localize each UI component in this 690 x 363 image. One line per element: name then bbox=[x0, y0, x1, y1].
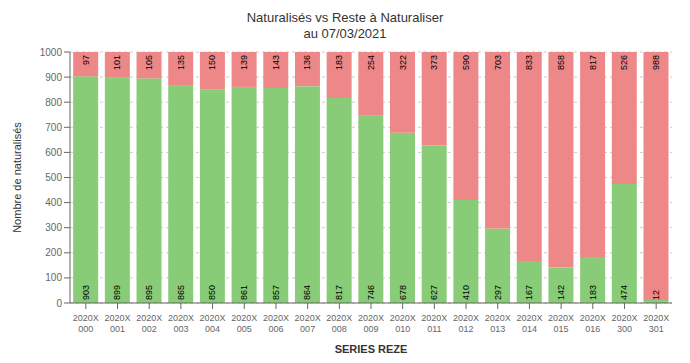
svg-text:183: 183 bbox=[334, 55, 344, 70]
svg-text:899: 899 bbox=[112, 285, 122, 300]
svg-text:700: 700 bbox=[45, 122, 62, 133]
svg-text:2020X000: 2020X000 bbox=[73, 313, 99, 334]
svg-text:2020X008: 2020X008 bbox=[326, 313, 352, 334]
svg-text:817: 817 bbox=[588, 55, 598, 70]
svg-text:2020X014: 2020X014 bbox=[516, 313, 542, 334]
svg-text:200: 200 bbox=[45, 247, 62, 258]
svg-text:2020X011: 2020X011 bbox=[421, 313, 447, 334]
svg-text:800: 800 bbox=[45, 97, 62, 108]
svg-text:139: 139 bbox=[239, 55, 249, 70]
svg-text:410: 410 bbox=[461, 285, 471, 300]
svg-text:900: 900 bbox=[45, 72, 62, 83]
svg-text:703: 703 bbox=[493, 55, 503, 70]
svg-text:2020X300: 2020X300 bbox=[611, 313, 637, 334]
svg-text:2020X007: 2020X007 bbox=[295, 313, 321, 334]
svg-text:143: 143 bbox=[271, 55, 281, 70]
svg-text:861: 861 bbox=[239, 285, 249, 300]
html-text:au 07/03/2021: au 07/03/2021 bbox=[303, 26, 387, 41]
svg-text:254: 254 bbox=[366, 55, 376, 70]
svg-text:850: 850 bbox=[207, 285, 217, 300]
svg-text:864: 864 bbox=[302, 285, 312, 300]
svg-text:903: 903 bbox=[81, 285, 91, 300]
svg-text:167: 167 bbox=[524, 285, 534, 300]
svg-text:142: 142 bbox=[556, 285, 566, 300]
svg-text:105: 105 bbox=[144, 55, 154, 70]
svg-text:474: 474 bbox=[619, 285, 629, 300]
svg-text:2020X006: 2020X006 bbox=[263, 313, 289, 334]
svg-text:SERIES REZE: SERIES REZE bbox=[335, 343, 408, 355]
svg-text:526: 526 bbox=[619, 55, 629, 70]
svg-text:101: 101 bbox=[112, 55, 122, 70]
svg-text:988: 988 bbox=[651, 55, 661, 70]
svg-text:Nombre de naturalisés: Nombre de naturalisés bbox=[11, 122, 23, 233]
svg-text:97: 97 bbox=[81, 55, 91, 65]
svg-text:2020X010: 2020X010 bbox=[390, 313, 416, 334]
svg-text:895: 895 bbox=[144, 285, 154, 300]
svg-text:400: 400 bbox=[45, 197, 62, 208]
svg-text:2020X005: 2020X005 bbox=[231, 313, 257, 334]
svg-text:136: 136 bbox=[302, 55, 312, 70]
svg-text:0: 0 bbox=[56, 298, 62, 309]
svg-text:2020X002: 2020X002 bbox=[136, 313, 162, 334]
svg-text:817: 817 bbox=[334, 285, 344, 300]
svg-text:857: 857 bbox=[271, 285, 281, 300]
svg-text:2020X301: 2020X301 bbox=[643, 313, 669, 334]
svg-text:2020X004: 2020X004 bbox=[200, 313, 226, 334]
svg-text:12: 12 bbox=[651, 290, 661, 300]
svg-text:1000: 1000 bbox=[40, 47, 63, 58]
svg-text:300: 300 bbox=[45, 222, 62, 233]
svg-text:500: 500 bbox=[45, 172, 62, 183]
svg-text:2020X009: 2020X009 bbox=[358, 313, 384, 334]
svg-text:833: 833 bbox=[524, 55, 534, 70]
svg-text:100: 100 bbox=[45, 272, 62, 283]
svg-text:600: 600 bbox=[45, 147, 62, 158]
svg-text:678: 678 bbox=[398, 285, 408, 300]
svg-text:183: 183 bbox=[588, 285, 598, 300]
svg-text:2020X012: 2020X012 bbox=[453, 313, 479, 334]
svg-text:2020X001: 2020X001 bbox=[105, 313, 131, 334]
svg-text:746: 746 bbox=[366, 285, 376, 300]
svg-text:627: 627 bbox=[429, 285, 439, 300]
svg-text:322: 322 bbox=[398, 55, 408, 70]
svg-text:865: 865 bbox=[176, 285, 186, 300]
svg-text:135: 135 bbox=[176, 55, 186, 70]
svg-text:2020X013: 2020X013 bbox=[485, 313, 511, 334]
svg-text:150: 150 bbox=[207, 55, 217, 70]
html-text:Naturalisés vs Reste à Natural: Naturalisés vs Reste à Naturaliser bbox=[246, 10, 444, 25]
svg-text:373: 373 bbox=[429, 55, 439, 70]
svg-text:297: 297 bbox=[493, 285, 503, 300]
svg-text:858: 858 bbox=[556, 55, 566, 70]
svg-text:590: 590 bbox=[461, 55, 471, 70]
svg-text:2020X015: 2020X015 bbox=[548, 313, 574, 334]
svg-text:2020X003: 2020X003 bbox=[168, 313, 194, 334]
svg-text:2020X016: 2020X016 bbox=[580, 313, 606, 334]
